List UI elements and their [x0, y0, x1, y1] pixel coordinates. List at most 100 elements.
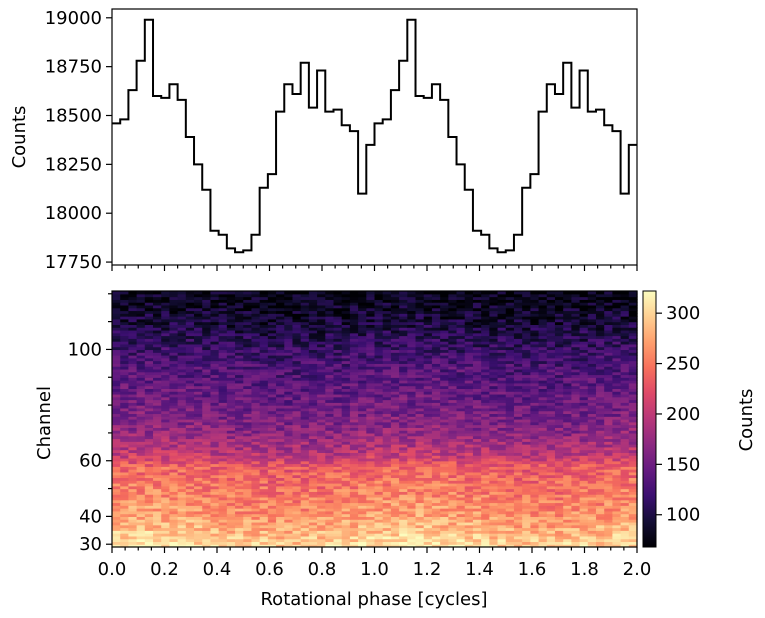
- heatmap-cell: [407, 402, 417, 406]
- heatmap-cell: [358, 435, 367, 440]
- heatmap-cell: [489, 343, 499, 348]
- heatmap-cell: [276, 393, 285, 398]
- heatmap-cell: [571, 494, 581, 498]
- heatmap-cell: [276, 416, 285, 420]
- heatmap-cell: [612, 533, 622, 537]
- heatmap-cell: [358, 393, 367, 398]
- heatmap-cell: [448, 385, 458, 389]
- heatmap-cell: [399, 413, 408, 417]
- heatmap-cell: [448, 410, 458, 415]
- heatmap-cell: [153, 335, 162, 339]
- heatmap-cell: [284, 496, 294, 501]
- heatmap-cell: [112, 538, 121, 543]
- heatmap-cell: [431, 510, 441, 515]
- heatmap-cell: [546, 363, 556, 367]
- heatmap-cell: [112, 416, 121, 420]
- heatmap-cell: [128, 355, 138, 359]
- heatmap-cell: [259, 343, 269, 348]
- heatmap-cell: [292, 530, 302, 534]
- heatmap-cell: [530, 502, 540, 506]
- heatmap-cell: [464, 452, 474, 456]
- top-ytick-label-18250: 18250: [45, 154, 102, 175]
- heatmap-cell: [440, 502, 449, 506]
- heatmap-cell: [235, 430, 244, 434]
- heatmap-cell: [595, 385, 605, 389]
- heatmap-cell: [440, 491, 449, 495]
- heatmap-cell: [128, 432, 138, 437]
- heatmap-cell: [546, 374, 556, 378]
- heatmap-cell: [538, 455, 548, 459]
- heatmap-cell: [341, 483, 351, 487]
- heatmap-cell: [481, 371, 490, 376]
- heatmap-cell: [513, 505, 523, 509]
- heatmap-cell: [161, 357, 171, 362]
- heatmap-cell: [497, 360, 507, 364]
- heatmap-cell: [235, 441, 244, 445]
- heatmap-cell: [587, 510, 597, 515]
- heatmap-cell: [276, 360, 285, 364]
- heatmap-cell: [218, 355, 228, 359]
- heatmap-cell: [415, 435, 425, 440]
- heatmap-cell: [169, 499, 179, 504]
- heatmap-cell: [144, 371, 154, 376]
- heatmap-cell: [194, 452, 203, 456]
- heatmap-cell: [194, 527, 203, 531]
- heatmap-cell: [612, 432, 622, 437]
- heatmap-cell: [235, 435, 244, 440]
- heatmap-cell: [243, 510, 253, 515]
- heatmap-cell: [112, 355, 121, 359]
- heatmap-cell: [472, 496, 482, 501]
- heatmap-cell: [374, 488, 384, 492]
- heatmap-cell: [292, 452, 302, 456]
- heatmap-cell: [169, 366, 179, 370]
- heatmap-cell: [522, 519, 531, 523]
- heatmap-cell: [276, 335, 285, 339]
- heatmap-cell: [317, 510, 326, 515]
- heatmap-cell: [595, 457, 605, 462]
- heatmap-cell: [349, 524, 359, 529]
- heatmap-cell: [144, 446, 154, 451]
- heatmap-cell: [563, 494, 572, 498]
- heatmap-cell: [128, 352, 138, 356]
- heatmap-cell: [292, 380, 302, 384]
- heatmap-cell: [112, 485, 121, 490]
- heatmap-cell: [284, 519, 294, 523]
- heatmap-cell: [489, 527, 499, 531]
- heatmap-cell: [448, 432, 458, 437]
- heatmap-cell: [292, 508, 302, 512]
- heatmap-cell: [554, 438, 564, 442]
- heatmap-cell: [481, 341, 490, 345]
- heatmap-cell: [267, 355, 277, 359]
- heatmap-cell: [399, 399, 408, 403]
- heatmap-cell: [530, 485, 540, 490]
- heatmap-cell: [358, 527, 367, 531]
- heatmap-cell: [571, 441, 581, 445]
- heatmap-cell: [358, 355, 367, 359]
- heatmap-cell: [522, 502, 531, 506]
- heatmap-cell: [112, 441, 121, 445]
- heatmap-cell: [522, 393, 531, 398]
- heatmap-cell: [481, 460, 490, 465]
- heatmap-cell: [612, 530, 622, 534]
- heatmap-cell: [161, 460, 171, 465]
- heatmap-cell: [128, 463, 138, 467]
- heatmap-cell: [202, 466, 212, 470]
- heatmap-cell: [423, 530, 433, 534]
- heatmap-cell: [456, 421, 466, 426]
- heatmap-cell: [612, 377, 622, 381]
- heatmap-cell: [210, 449, 220, 453]
- heatmap-cell: [317, 382, 326, 387]
- heatmap-cell: [349, 430, 359, 434]
- heatmap-cell: [522, 471, 531, 476]
- heatmap-cell: [472, 413, 482, 417]
- heatmap-cell: [202, 460, 212, 465]
- heatmap-cell: [472, 485, 482, 490]
- heatmap-cell: [128, 430, 138, 434]
- heatmap-cell: [481, 402, 490, 406]
- heatmap-cell: [259, 535, 269, 540]
- heatmap-cell: [571, 505, 581, 509]
- heatmap-cell: [595, 427, 605, 431]
- heatmap-cell: [481, 413, 490, 417]
- heatmap-cell: [185, 524, 195, 529]
- heatmap-cell: [235, 352, 244, 356]
